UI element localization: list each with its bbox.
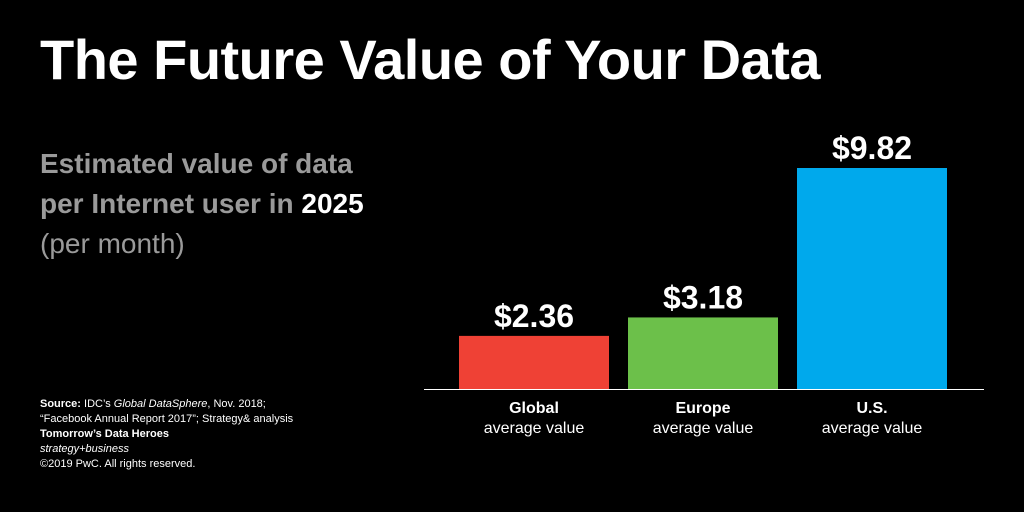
data-label-2: $9.82 [832, 130, 912, 166]
chart-subtitle: Estimated value of data per Internet use… [40, 144, 460, 264]
source-prefix: IDC’s [84, 398, 111, 410]
bar-2 [797, 168, 947, 389]
category-label-1: Europe [675, 400, 730, 417]
category-label-2: U.S. [856, 400, 887, 417]
page-title: The Future Value of Your Data [40, 28, 821, 91]
bar-1 [628, 317, 778, 389]
subtitle-line2: per Internet user in [40, 188, 294, 219]
data-label-1: $3.18 [663, 279, 743, 315]
category-sublabel-0: average value [484, 420, 585, 437]
subtitle-line1: Estimated value of data [40, 148, 353, 179]
source-line-1: Source: IDC’s Global DataSphere, Nov. 20… [40, 397, 293, 412]
source-footer: Source: IDC’s Global DataSphere, Nov. 20… [40, 397, 293, 472]
source-label: Source: [40, 398, 81, 410]
bar-0 [459, 335, 609, 389]
category-label-0: Global [509, 400, 559, 417]
source-suffix: , Nov. 2018; [207, 398, 266, 410]
source-line-2: “Facebook Annual Report 2017”; Strategy&… [40, 413, 294, 425]
data-label-0: $2.36 [494, 298, 574, 334]
publication-name: strategy+business [40, 443, 129, 455]
series-title: Tomorrow’s Data Heroes [40, 428, 169, 440]
category-sublabel-1: average value [653, 420, 754, 437]
category-sublabel-2: average value [822, 420, 923, 437]
source-italic: Global DataSphere [113, 398, 208, 410]
subtitle-year: 2025 [301, 188, 364, 219]
subtitle-note: (per month) [40, 228, 185, 259]
copyright: ©2019 PwC. All rights reserved. [40, 458, 196, 470]
